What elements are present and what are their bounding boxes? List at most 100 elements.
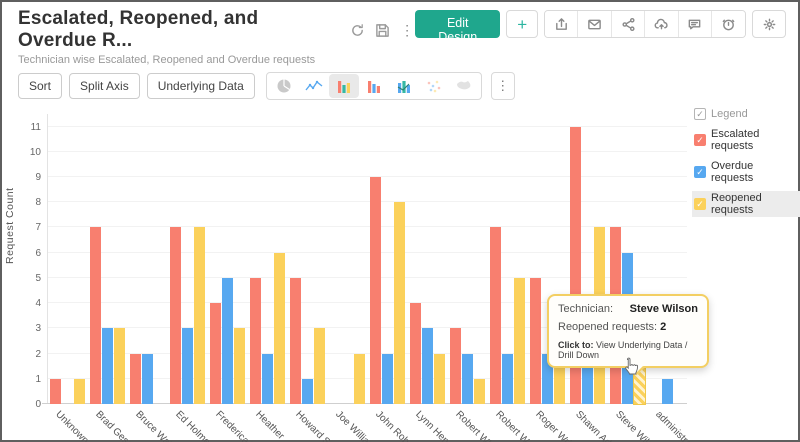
- bar-reopened-requests[interactable]: [473, 378, 485, 404]
- bar-escalated-requests[interactable]: [369, 177, 381, 404]
- legend-item[interactable]: ✓ Reopened requests: [692, 191, 800, 217]
- header-left: Escalated, Reopened, and Overdue R... ⋮ …: [18, 8, 415, 66]
- bar-overdue-requests[interactable]: [661, 378, 673, 404]
- bar-chart-icon[interactable]: [328, 74, 359, 98]
- map-chart-icon[interactable]: [449, 74, 479, 98]
- email-icon[interactable]: [578, 11, 612, 37]
- chart-type-kebab-icon[interactable]: ⋮: [490, 72, 515, 100]
- legend-item-label: Escalated requests: [711, 128, 760, 152]
- tooltip-clickto-value[interactable]: View Underlying Data / Drill Down: [558, 340, 688, 360]
- header-actions: Edit Design +: [415, 8, 786, 44]
- sort-button[interactable]: Sort: [18, 73, 63, 99]
- x-axis-category-label: administrator: [653, 409, 702, 442]
- bar-overdue-requests[interactable]: [421, 328, 433, 404]
- bar-escalated-requests[interactable]: [250, 277, 262, 404]
- bar-reopened-requests[interactable]: [274, 252, 286, 404]
- bar-overdue-requests[interactable]: [262, 353, 274, 404]
- bar-escalated-requests[interactable]: [90, 227, 102, 404]
- bar-overdue-requests[interactable]: [182, 328, 194, 404]
- split-axis-button[interactable]: Split Axis: [69, 73, 140, 99]
- bar-reopened-requests[interactable]: [234, 328, 246, 404]
- alarm-icon[interactable]: [712, 11, 746, 37]
- bar-reopened-requests[interactable]: [632, 352, 646, 406]
- bar-escalated-requests[interactable]: [569, 126, 581, 404]
- y-axis-tick-label: 7: [35, 222, 41, 234]
- legend-item[interactable]: ✓ Overdue requests: [692, 159, 800, 185]
- legend-checkbox-icon[interactable]: ✓: [694, 108, 706, 120]
- bar-reopened-requests[interactable]: [194, 227, 206, 404]
- y-axis-tick-label: 10: [29, 146, 41, 158]
- bar-group: [88, 114, 128, 404]
- legend-item[interactable]: ✓ Escalated requests: [692, 127, 800, 153]
- line-chart-icon[interactable]: [299, 74, 329, 98]
- bar-overdue-requests[interactable]: [541, 353, 553, 404]
- y-axis-tick-label: 6: [35, 247, 41, 259]
- pie-chart-icon[interactable]: [269, 74, 299, 98]
- page-subtitle: Technician wise Escalated, Reopened and …: [18, 54, 316, 66]
- bar-group: [288, 114, 328, 404]
- bar-reopened-requests[interactable]: [74, 378, 86, 404]
- underlying-data-button[interactable]: Underlying Data: [146, 73, 255, 99]
- grouped-bar-chart-icon[interactable]: [359, 74, 389, 98]
- bar-reopened-requests[interactable]: [433, 353, 445, 404]
- edit-design-button[interactable]: Edit Design: [415, 10, 501, 44]
- bar-reopened-requests[interactable]: [114, 328, 126, 404]
- bar-overdue-requests[interactable]: [501, 353, 513, 404]
- share-icon[interactable]: [611, 11, 646, 37]
- x-axis-category-label: Heather: [253, 409, 287, 442]
- legend-item-checkbox-icon[interactable]: ✓: [694, 134, 706, 146]
- bar-overdue-requests[interactable]: [461, 353, 473, 404]
- kebab-menu-icon[interactable]: ⋮: [400, 21, 415, 38]
- y-axis-tick-label: 0: [35, 399, 41, 410]
- hand-cursor-icon: [625, 357, 639, 375]
- legend-item-checkbox-icon[interactable]: ✓: [694, 198, 706, 210]
- gridline: [48, 276, 687, 278]
- gridline: [48, 327, 687, 329]
- tooltip-series-label: Reopened requests:: [558, 321, 658, 333]
- bar-reopened-requests[interactable]: [354, 353, 366, 404]
- y-axis-tick-label: 1: [35, 373, 41, 385]
- gridline: [48, 352, 687, 354]
- tooltip-clickto-label: Click to:: [558, 340, 594, 350]
- add-button[interactable]: +: [506, 10, 539, 38]
- legend-item-label: Overdue requests: [711, 160, 754, 184]
- save-icon[interactable]: [374, 22, 390, 38]
- bar-escalated-requests[interactable]: [50, 378, 62, 404]
- gridline: [48, 125, 687, 127]
- refresh-icon[interactable]: [349, 22, 365, 38]
- bar-escalated-requests[interactable]: [210, 303, 222, 404]
- scatter-chart-icon[interactable]: [419, 74, 449, 98]
- cloud-upload-icon[interactable]: [645, 11, 679, 37]
- gridline: [48, 302, 687, 304]
- y-axis-tick-label: 8: [35, 197, 41, 209]
- bar-group: [487, 114, 527, 404]
- bar-escalated-requests[interactable]: [290, 277, 302, 404]
- chart-tooltip: Technician: Steve Wilson Reopened reques…: [547, 294, 709, 376]
- bar-overdue-requests[interactable]: [381, 353, 393, 404]
- settings-icon[interactable]: [752, 10, 786, 38]
- bar-overdue-requests[interactable]: [302, 378, 314, 404]
- tooltip-series-value: 2: [660, 321, 667, 333]
- bar-reopened-requests[interactable]: [513, 277, 525, 404]
- bar-escalated-requests[interactable]: [130, 353, 142, 404]
- bar-escalated-requests[interactable]: [489, 227, 501, 404]
- legend-item-checkbox-icon[interactable]: ✓: [694, 166, 706, 178]
- bar-overdue-requests[interactable]: [222, 277, 234, 404]
- bar-escalated-requests[interactable]: [449, 328, 461, 404]
- bar-overdue-requests[interactable]: [142, 353, 154, 404]
- bar-escalated-requests[interactable]: [409, 303, 421, 404]
- y-axis-title: Request Count: [4, 187, 16, 264]
- bar-escalated-requests[interactable]: [170, 227, 182, 404]
- bar-overdue-requests[interactable]: [102, 328, 114, 404]
- bar-overdue-requests[interactable]: [581, 353, 593, 404]
- export-icon[interactable]: [545, 11, 579, 37]
- bar-reopened-requests[interactable]: [393, 202, 405, 404]
- comment-icon[interactable]: [678, 11, 713, 37]
- page-title: Escalated, Reopened, and Overdue R...: [18, 8, 259, 51]
- legend: ✓ Legend ✓ Escalated requests ✓ Overdue req…: [692, 107, 800, 223]
- combo-chart-icon[interactable]: [389, 74, 419, 98]
- bar-reopened-requests[interactable]: [314, 328, 326, 404]
- bar-escalated-requests[interactable]: [529, 277, 541, 404]
- legend-header[interactable]: ✓ Legend: [692, 107, 800, 121]
